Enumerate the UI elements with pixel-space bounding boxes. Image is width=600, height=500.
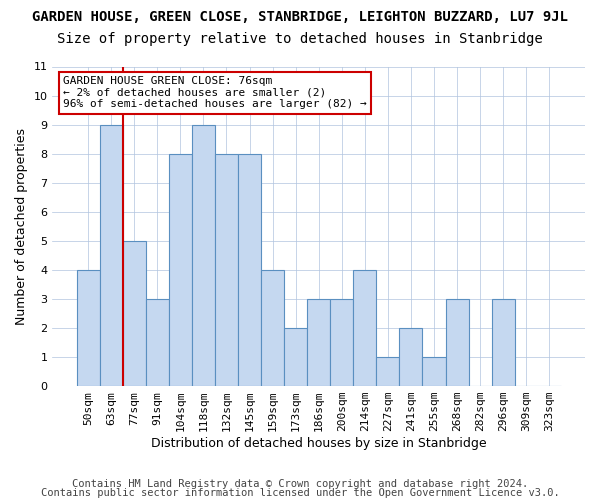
Bar — [215, 154, 238, 386]
Text: GARDEN HOUSE GREEN CLOSE: 76sqm
← 2% of detached houses are smaller (2)
96% of s: GARDEN HOUSE GREEN CLOSE: 76sqm ← 2% of … — [63, 76, 367, 110]
Text: GARDEN HOUSE, GREEN CLOSE, STANBRIDGE, LEIGHTON BUZZARD, LU7 9JL: GARDEN HOUSE, GREEN CLOSE, STANBRIDGE, L… — [32, 10, 568, 24]
X-axis label: Distribution of detached houses by size in Stanbridge: Distribution of detached houses by size … — [151, 437, 487, 450]
Bar — [192, 124, 215, 386]
Bar — [307, 299, 330, 386]
Bar — [123, 241, 146, 386]
Text: Size of property relative to detached houses in Stanbridge: Size of property relative to detached ho… — [57, 32, 543, 46]
Bar — [400, 328, 422, 386]
Bar — [422, 357, 446, 386]
Bar — [491, 299, 515, 386]
Bar — [284, 328, 307, 386]
Bar — [146, 299, 169, 386]
Bar — [169, 154, 192, 386]
Y-axis label: Number of detached properties: Number of detached properties — [15, 128, 28, 325]
Bar — [446, 299, 469, 386]
Bar — [376, 357, 400, 386]
Bar — [330, 299, 353, 386]
Bar — [261, 270, 284, 386]
Bar — [238, 154, 261, 386]
Text: Contains public sector information licensed under the Open Government Licence v3: Contains public sector information licen… — [41, 488, 559, 498]
Bar — [100, 124, 123, 386]
Text: Contains HM Land Registry data © Crown copyright and database right 2024.: Contains HM Land Registry data © Crown c… — [72, 479, 528, 489]
Bar — [77, 270, 100, 386]
Bar — [353, 270, 376, 386]
